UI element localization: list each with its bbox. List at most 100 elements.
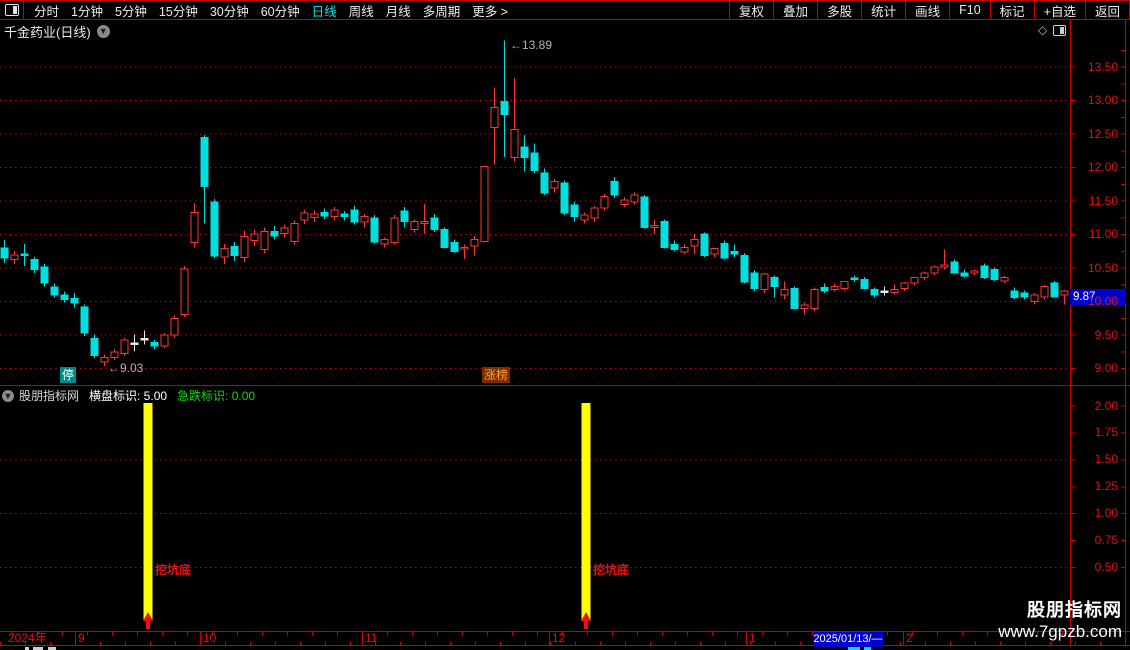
- candle: [90, 334, 99, 358]
- candle: [380, 237, 389, 248]
- price-marker: 9.87: [1070, 289, 1126, 305]
- period-tab[interactable]: 月线: [385, 4, 411, 19]
- candle: [250, 229, 259, 247]
- date-marker: 2025/01/13/—: [813, 632, 883, 647]
- period-tab[interactable]: 多周期: [422, 4, 461, 19]
- period-tabs: 分时 1分钟 5分钟 15分钟 30分钟 60分钟 日线 周线 月线 多周期 更多 >: [28, 1, 514, 19]
- candle: [10, 250, 19, 265]
- candle: [1010, 287, 1019, 299]
- candle: [1040, 284, 1049, 300]
- event-badge: 涨榜: [482, 367, 511, 383]
- candle: [570, 201, 579, 222]
- candle: [800, 302, 809, 315]
- toolbar-action[interactable]: +自选: [1035, 1, 1086, 19]
- candle: [650, 219, 659, 234]
- candle: [1030, 292, 1039, 305]
- signal-arrow-up-icon: [581, 612, 591, 621]
- candle: [880, 286, 889, 296]
- clipped-row-fragment: [25, 647, 29, 650]
- candle: [230, 242, 239, 261]
- clipped-row-fragment: [848, 647, 860, 650]
- candle: [50, 283, 59, 298]
- candle: [220, 244, 229, 265]
- diamond-icon[interactable]: ◇: [1038, 23, 1048, 37]
- chart-title: 千金药业(日线): [4, 25, 91, 40]
- period-tab[interactable]: 5分钟: [114, 4, 147, 19]
- candle: [130, 334, 139, 352]
- candle: [980, 263, 989, 279]
- toolbar-action[interactable]: F10: [950, 1, 991, 19]
- candle: [630, 192, 639, 205]
- candle: [840, 280, 849, 291]
- toolbar-action[interactable]: 多股: [818, 1, 863, 19]
- top-toolbar: 分时 1分钟 5分钟 15分钟 30分钟 60分钟 日线 周线 月线 多周期 更多 > 复权 叠加 多股…: [0, 0, 1130, 20]
- candle: [120, 337, 129, 356]
- period-tab[interactable]: 分时: [34, 4, 60, 19]
- period-tab[interactable]: 更多 >: [472, 4, 508, 19]
- toolbar-action[interactable]: 标记: [991, 1, 1035, 19]
- candle: [190, 203, 199, 248]
- candle: [960, 269, 969, 278]
- candle: [540, 168, 549, 196]
- toolbar-action[interactable]: 叠加: [774, 1, 819, 19]
- split-square-icon: [4, 4, 19, 16]
- year-axis-label: 2024年: [8, 631, 47, 645]
- candle: [760, 272, 769, 293]
- clipped-row-fragment: [864, 647, 871, 650]
- candle: [270, 225, 279, 240]
- candle: [140, 330, 149, 345]
- candle: [300, 209, 309, 224]
- toolbar-action[interactable]: 统计: [862, 1, 907, 19]
- split-square-icon[interactable]: [1053, 24, 1067, 36]
- window-split-button[interactable]: [0, 1, 24, 19]
- indicator-axis-label: 1.25: [1094, 479, 1118, 494]
- period-tab[interactable]: 15分钟: [158, 4, 198, 19]
- indicator-readout: 横盘标识: 5.00: [89, 389, 168, 403]
- price-axis-label: 13.00: [1087, 93, 1118, 107]
- month-axis-label: 12: [552, 631, 566, 645]
- toolbar-action[interactable]: 画线: [906, 1, 951, 19]
- period-tab[interactable]: 1分钟: [71, 4, 103, 19]
- candle: [970, 269, 979, 276]
- candle: [370, 215, 379, 245]
- candle: [210, 199, 219, 259]
- event-badge: 停: [60, 367, 77, 383]
- price-axis-label: 11.00: [1088, 227, 1118, 241]
- gridlines: [0, 66, 1070, 569]
- candle: [770, 275, 779, 298]
- period-tab[interactable]: 60分钟: [260, 4, 300, 19]
- toolbar-action[interactable]: 复权: [730, 1, 775, 19]
- candle: [500, 40, 509, 157]
- period-tab[interactable]: 30分钟: [209, 4, 249, 19]
- chart-title-row: 千金药业(日线) ▼: [4, 22, 110, 41]
- watermark-url: www.7gpzb.com: [998, 622, 1122, 641]
- candle: [1060, 289, 1069, 305]
- period-tab[interactable]: 周线: [348, 4, 374, 19]
- candle: [420, 203, 429, 234]
- candle: [670, 240, 679, 252]
- price-axis-label: 11.50: [1088, 193, 1118, 208]
- period-tab[interactable]: 日线: [311, 4, 337, 19]
- axis-ticks: [0, 49, 1126, 646]
- signal-label: 挖坑底: [593, 563, 630, 577]
- candle: [820, 283, 829, 293]
- candle: [480, 165, 489, 243]
- toolbar-action[interactable]: 返回: [1086, 1, 1130, 19]
- candle: [110, 349, 119, 360]
- month-axis-label: 9: [78, 631, 85, 645]
- watermark: 股朋指标网 www.7gpzb.com: [998, 596, 1122, 642]
- month-axis-label: 2: [906, 631, 913, 645]
- indicator-source-label: 股朋指标网: [19, 389, 80, 403]
- price-axis-label: 9.00: [1094, 361, 1118, 375]
- candle: [40, 264, 49, 287]
- chevron-down-icon[interactable]: ▼: [2, 389, 14, 402]
- chevron-down-icon[interactable]: ▼: [96, 25, 110, 38]
- signal-bar: [581, 403, 591, 621]
- candle: [910, 276, 919, 286]
- frame-lines: [0, 20, 1130, 646]
- candle: [60, 291, 69, 303]
- indicator-axis-label: 0.75: [1094, 533, 1118, 548]
- indicator-axis-label: 2.00: [1094, 398, 1118, 413]
